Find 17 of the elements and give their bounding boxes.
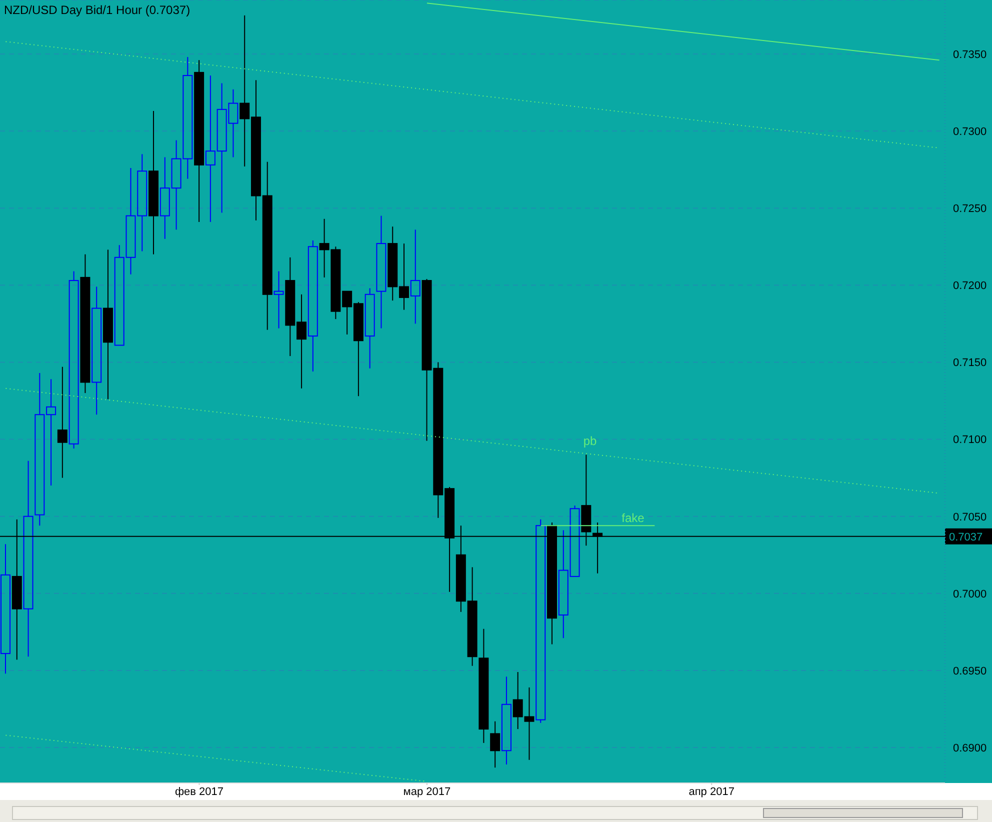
ref-line-label: 0.7037 xyxy=(949,531,983,544)
x-tick-label: апр 2017 xyxy=(688,786,734,798)
y-tick-label: 0.7200 xyxy=(953,280,987,292)
y-tick-label: 0.7100 xyxy=(953,434,987,446)
y-tick-label: 0.7300 xyxy=(953,126,987,138)
y-tick-label: 0.6900 xyxy=(953,742,987,754)
x-tick-label: фев 2017 xyxy=(174,786,224,798)
chart-title: NZD/USD Day Bid/1 Hour (0.7037) xyxy=(4,3,190,17)
annotation: fake xyxy=(622,511,644,525)
y-tick-label: 0.7050 xyxy=(953,511,987,524)
y-tick-label: 0.7000 xyxy=(953,588,987,600)
x-tick-label: мар 2017 xyxy=(403,786,451,798)
y-tick-label: 0.7250 xyxy=(953,202,987,215)
y-tick-label: 0.7150 xyxy=(953,357,987,370)
y-tick-label: 0.6950 xyxy=(953,665,987,678)
annotation: pb xyxy=(583,434,597,448)
y-tick-label: 0.7350 xyxy=(953,48,987,61)
